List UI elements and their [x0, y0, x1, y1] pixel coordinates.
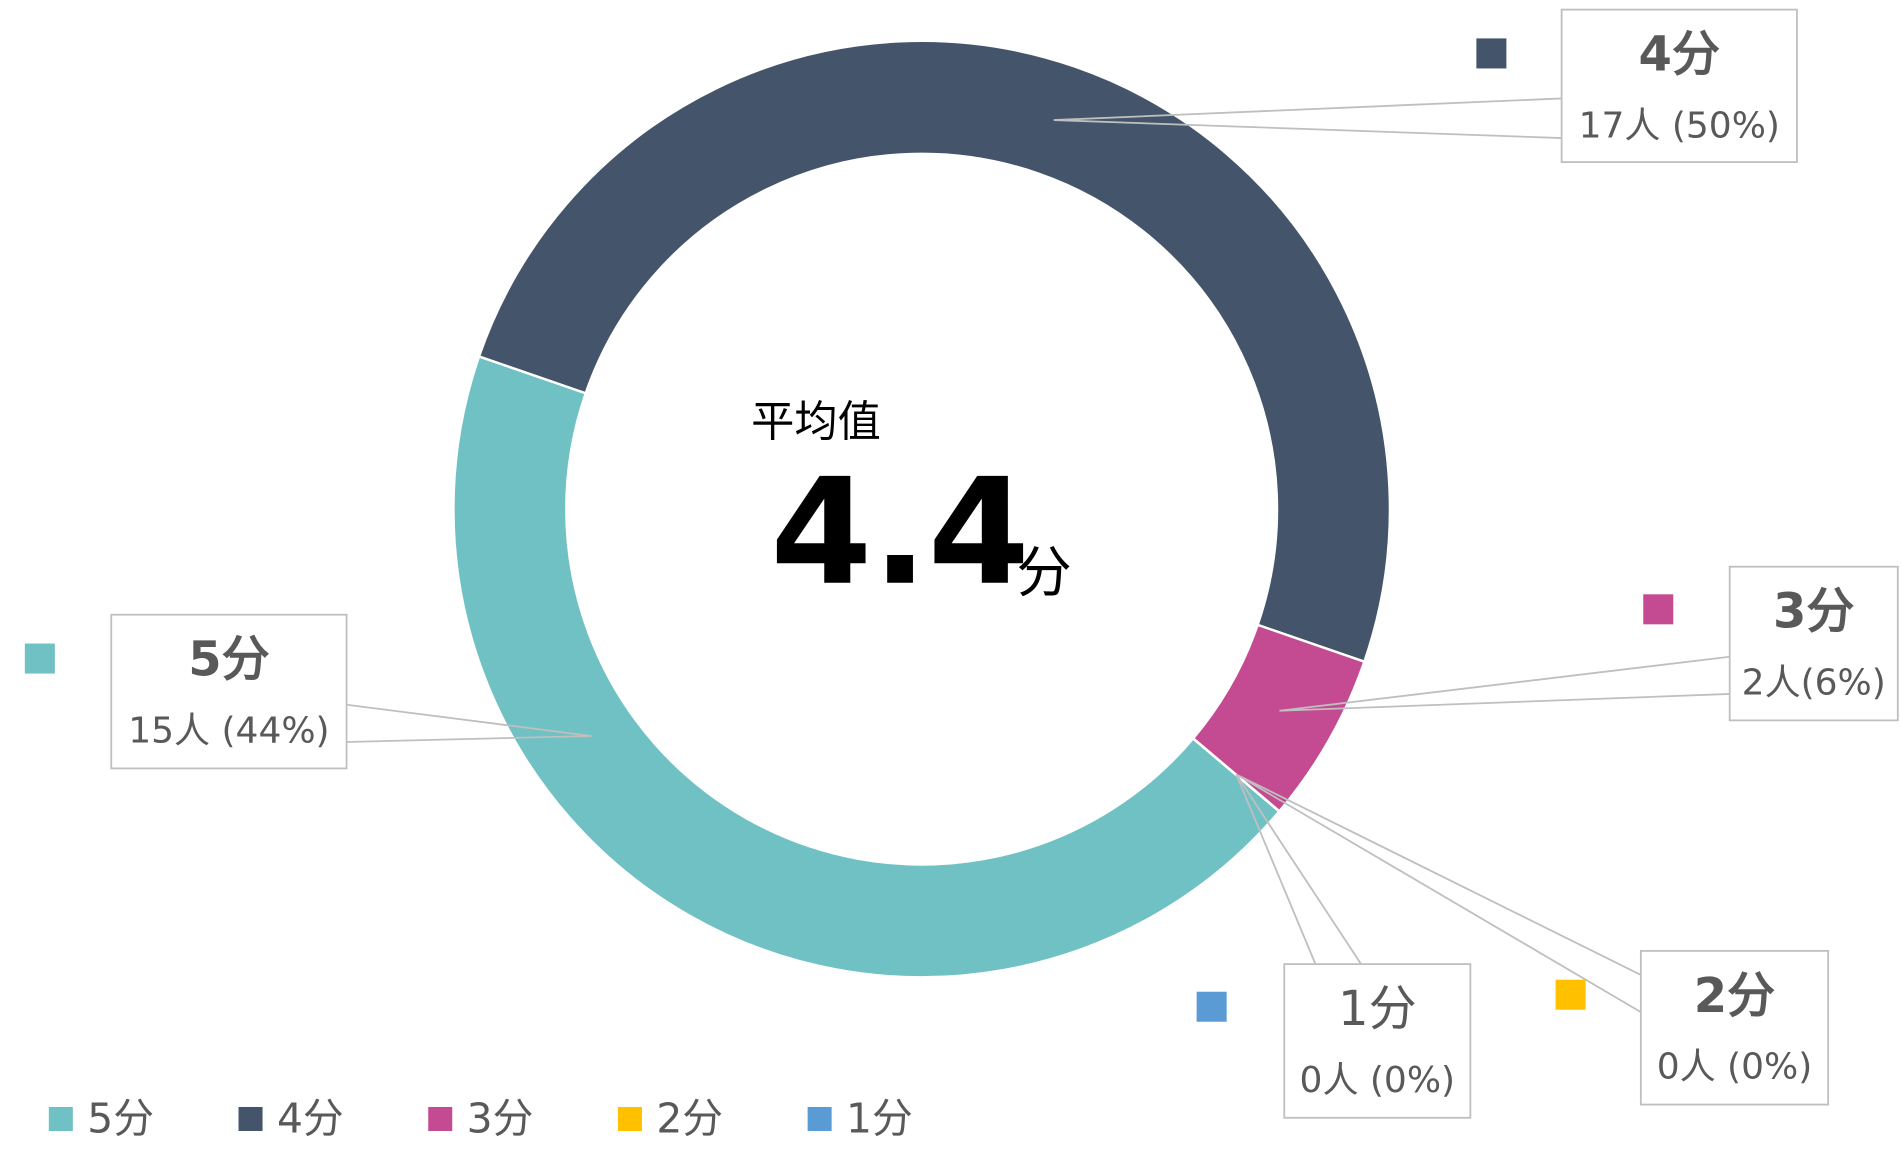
callout-value: 2人(6%)	[1742, 662, 1886, 703]
leader-line	[346, 703, 592, 743]
legend-key	[617, 1106, 642, 1131]
callout-key	[24, 643, 55, 674]
center-value: 4.4	[770, 447, 1029, 618]
leader-line	[1279, 655, 1730, 712]
center-unit: 分	[1017, 541, 1072, 605]
callout-value: 17人 (50%)	[1579, 105, 1780, 146]
callout-title: 5分	[188, 632, 269, 688]
callout-box	[110, 613, 348, 770]
legend-key	[428, 1106, 453, 1131]
callout-box	[1283, 963, 1472, 1119]
callout-box	[1728, 565, 1899, 722]
callout-title: 1分	[1338, 981, 1417, 1037]
callout-value: 0人 (0%)	[1657, 1047, 1813, 1088]
callout-title: 3分	[1773, 584, 1854, 640]
callout-box	[1560, 8, 1798, 163]
callout-title: 2分	[1694, 968, 1775, 1024]
callout-value: 0人 (0%)	[1300, 1060, 1456, 1101]
leader-line	[1053, 97, 1562, 139]
legend-label: 5分	[87, 1094, 154, 1142]
callout-key	[1196, 991, 1227, 1022]
legend-key	[48, 1106, 73, 1131]
callout-box	[1639, 949, 1830, 1106]
slice	[477, 39, 1391, 664]
callout-value: 15人 (44%)	[128, 710, 329, 751]
legend-label: 4分	[277, 1094, 344, 1142]
center-title: 平均值	[751, 398, 881, 448]
legend-key	[807, 1106, 832, 1131]
legend-label: 1分	[846, 1094, 913, 1142]
callout-key	[1476, 38, 1507, 69]
slice	[452, 354, 1282, 979]
callout-title: 4分	[1639, 27, 1720, 83]
legend-label: 3分	[467, 1094, 534, 1142]
leader-line	[1235, 773, 1362, 965]
callout-key	[1643, 594, 1674, 625]
legend-key	[238, 1106, 263, 1131]
legend-label: 2分	[656, 1094, 723, 1142]
callout-key	[1555, 979, 1586, 1010]
